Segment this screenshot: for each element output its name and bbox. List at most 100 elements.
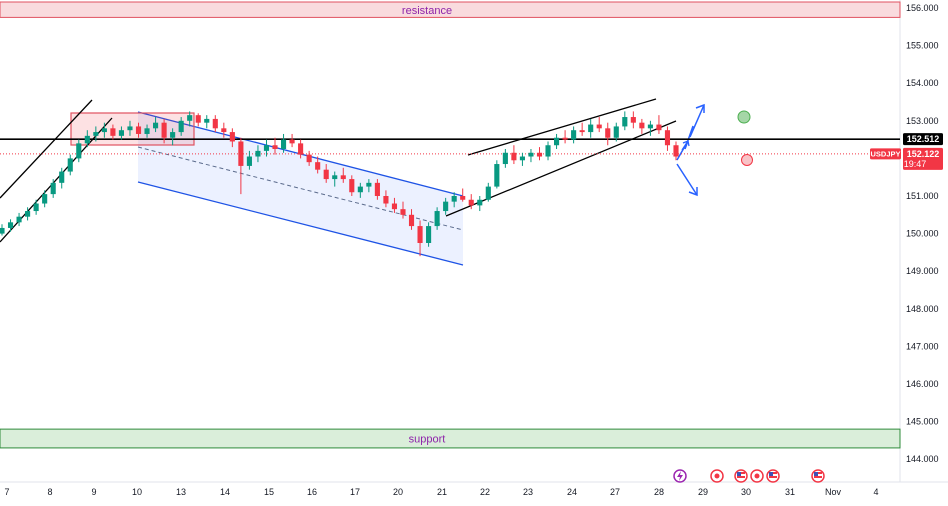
rising-wedge-upper[interactable]	[467, 98, 657, 156]
candle-body[interactable]	[7, 222, 14, 228]
candle-body[interactable]	[280, 139, 287, 149]
candle-body[interactable]	[144, 128, 150, 134]
projection-down-arrow[interactable]	[676, 163, 698, 197]
candle-body[interactable]	[16, 216, 22, 223]
candle-body[interactable]	[673, 145, 679, 157]
us-flag-event-icon[interactable]	[766, 469, 780, 483]
descending-channel-lower[interactable]	[137, 181, 464, 266]
candle-body[interactable]	[263, 145, 270, 151]
candle-body[interactable]	[255, 150, 261, 157]
candle-body[interactable]	[622, 117, 628, 127]
candle-body[interactable]	[426, 226, 432, 243]
candle-body[interactable]	[272, 145, 278, 149]
candle-body[interactable]	[298, 143, 304, 155]
candle-body[interactable]	[153, 122, 159, 129]
candle-body[interactable]	[204, 118, 210, 123]
candle-body[interactable]	[468, 199, 474, 206]
candle-body[interactable]	[127, 126, 133, 131]
candle-body[interactable]	[460, 196, 466, 200]
candle-body[interactable]	[613, 126, 619, 138]
plot-area[interactable]	[0, 0, 900, 482]
candle-body[interactable]	[408, 214, 415, 227]
candle-body[interactable]	[605, 128, 611, 138]
candle-body[interactable]	[656, 124, 662, 131]
projection-small-up-arrow[interactable]	[681, 140, 690, 151]
candle-body[interactable]	[451, 196, 457, 202]
candle-body[interactable]	[0, 227, 5, 234]
candle-body[interactable]	[366, 182, 372, 187]
candle-body[interactable]	[374, 182, 380, 196]
candle-body[interactable]	[443, 201, 449, 212]
candle-body[interactable]	[596, 124, 602, 129]
candle-body[interactable]	[195, 115, 201, 123]
candle-body[interactable]	[42, 194, 48, 204]
candle-body[interactable]	[323, 169, 329, 180]
candle-body[interactable]	[511, 152, 517, 161]
candle-body[interactable]	[545, 145, 551, 157]
us-flag-event-icon[interactable]	[734, 469, 748, 483]
candle-body[interactable]	[579, 130, 585, 133]
lightning-event-icon[interactable]	[673, 469, 687, 483]
candle-body[interactable]	[391, 203, 398, 210]
candle-body[interactable]	[306, 154, 312, 163]
early-uptrend-upper[interactable]	[0, 99, 93, 199]
candle-body[interactable]	[135, 126, 142, 134]
candle-body[interactable]	[289, 139, 295, 144]
candle-body[interactable]	[101, 128, 107, 133]
target-down-marker[interactable]	[741, 154, 753, 166]
candle-body[interactable]	[553, 137, 560, 146]
candle-body[interactable]	[502, 152, 508, 165]
rising-wedge-lower[interactable]	[445, 120, 677, 217]
candle-body[interactable]	[25, 211, 31, 217]
candle-body[interactable]	[357, 186, 363, 193]
candle-body[interactable]	[332, 175, 338, 180]
candle-body[interactable]	[93, 132, 99, 136]
candle-body[interactable]	[340, 175, 346, 180]
candle-body[interactable]	[400, 209, 406, 215]
candle-body[interactable]	[84, 135, 90, 144]
candle-body[interactable]	[178, 120, 184, 133]
candle-body[interactable]	[349, 179, 355, 193]
candle-body[interactable]	[383, 196, 389, 204]
resistance-zone[interactable]	[0, 1, 901, 18]
event-marker-icon[interactable]	[750, 469, 764, 483]
event-marker-icon[interactable]	[710, 469, 724, 483]
candle-body[interactable]	[118, 130, 125, 136]
candle-body[interactable]	[528, 152, 534, 157]
candle-body[interactable]	[664, 130, 671, 146]
candle-body[interactable]	[315, 162, 321, 170]
time-axis[interactable]: 7 8 9 10 13 14 15 16 17 20 21 22 23 24 27 28 29 30 31 Nov 4	[4, 487, 878, 497]
support-zone[interactable]	[0, 428, 901, 449]
candle-body[interactable]	[76, 143, 82, 159]
candle-body[interactable]	[110, 128, 116, 136]
candle-body[interactable]	[33, 203, 39, 212]
candle-body[interactable]	[67, 158, 73, 172]
candle-body[interactable]	[59, 171, 65, 183]
us-flag-event-icon[interactable]	[811, 469, 825, 483]
candle-body[interactable]	[229, 132, 235, 142]
candle-body[interactable]	[477, 199, 483, 206]
candle-body[interactable]	[170, 132, 176, 138]
price-axis[interactable]: 156.000155.000154.000153.000152.000151.0…	[906, 3, 939, 464]
candle-body[interactable]	[639, 122, 645, 129]
candle-body[interactable]	[630, 117, 636, 123]
candle-body[interactable]	[571, 130, 577, 140]
candle-body[interactable]	[238, 141, 244, 166]
candle-body[interactable]	[588, 124, 594, 133]
candle-body[interactable]	[246, 156, 252, 166]
candle-body[interactable]	[212, 118, 218, 129]
candle-body[interactable]	[494, 164, 500, 187]
target-up-marker[interactable]	[737, 110, 751, 124]
candle-body[interactable]	[562, 137, 568, 140]
candle-body[interactable]	[417, 226, 423, 243]
candle-body[interactable]	[485, 186, 491, 200]
candle-body[interactable]	[647, 124, 653, 129]
candle-body[interactable]	[519, 156, 525, 161]
candle-body[interactable]	[161, 122, 167, 138]
candle-body[interactable]	[50, 182, 56, 195]
candle-body[interactable]	[187, 115, 193, 121]
candle-body[interactable]	[434, 211, 440, 227]
candle-body[interactable]	[536, 152, 543, 157]
candle-body[interactable]	[221, 128, 227, 133]
